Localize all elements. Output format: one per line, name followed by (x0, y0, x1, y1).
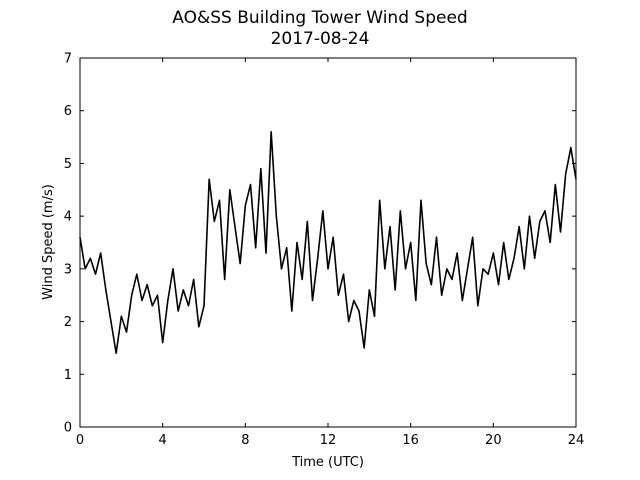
y-tick-label: 4 (64, 210, 72, 225)
y-tick-label: 1 (64, 368, 72, 383)
y-tick-label: 6 (64, 104, 72, 119)
x-tick-label: 0 (76, 433, 84, 448)
chart-title: AO&SS Building Tower Wind Speed (172, 8, 468, 28)
y-axis-label: Wind Speed (m/s) (41, 184, 56, 300)
x-axis-label: Time (UTC) (291, 455, 364, 470)
y-tick-label: 7 (64, 52, 72, 67)
x-tick-label: 20 (485, 433, 502, 448)
x-tick-label: 4 (159, 433, 167, 448)
y-tick-label: 0 (64, 421, 72, 436)
series-line-0 (79, 131, 577, 354)
y-tick-label: 3 (64, 262, 72, 277)
x-tick-label: 8 (241, 433, 249, 448)
x-tick-label: 24 (568, 433, 585, 448)
chart-subtitle: 2017-08-24 (270, 29, 370, 49)
x-tick-label: 16 (402, 433, 419, 448)
plot-frame (79, 57, 577, 428)
x-tick-label: 12 (320, 433, 337, 448)
y-tick-label: 2 (64, 315, 72, 330)
y-tick-label: 5 (64, 157, 72, 172)
